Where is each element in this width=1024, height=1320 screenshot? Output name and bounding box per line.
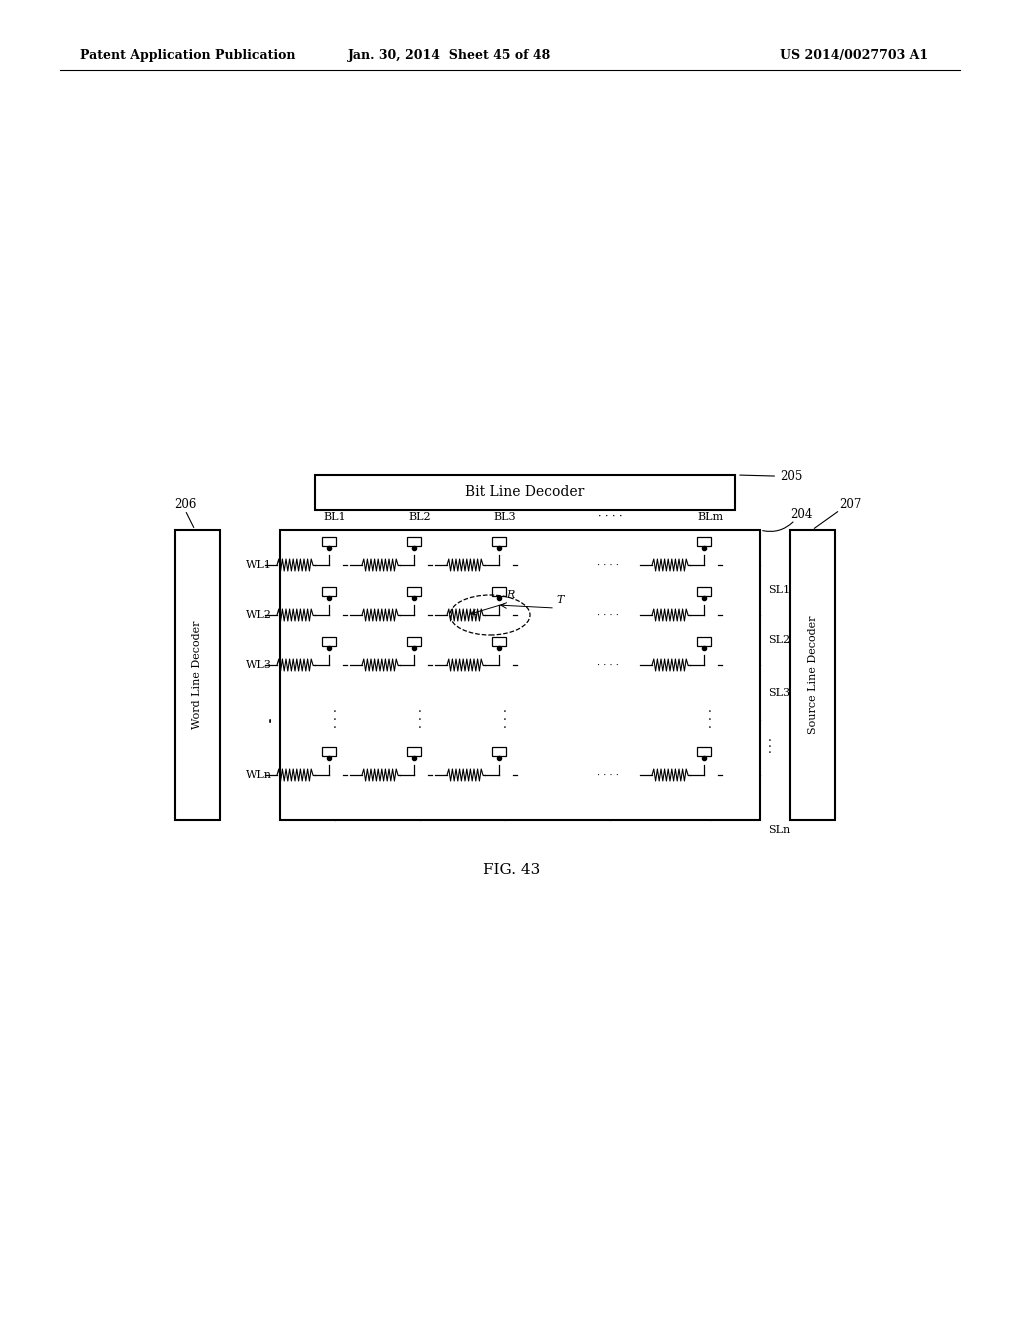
- Bar: [315, 475, 735, 510]
- Text: ·: ·: [267, 715, 272, 730]
- Bar: [697, 537, 711, 546]
- Text: 204: 204: [790, 508, 812, 521]
- Text: FIG. 43: FIG. 43: [483, 863, 541, 876]
- Text: SL1: SL1: [768, 585, 791, 595]
- Text: ·: ·: [333, 722, 337, 734]
- Text: WL1: WL1: [246, 560, 272, 570]
- Bar: [697, 587, 711, 597]
- Text: WL2: WL2: [246, 610, 272, 620]
- Text: · · · ·: · · · ·: [597, 610, 618, 619]
- Text: ·: ·: [418, 714, 422, 726]
- Text: BL1: BL1: [324, 512, 346, 521]
- Bar: [322, 587, 336, 597]
- Text: ·: ·: [708, 705, 712, 718]
- Bar: [492, 537, 506, 546]
- Text: ·: ·: [768, 735, 772, 748]
- Text: ·: ·: [768, 747, 772, 760]
- Bar: [407, 537, 421, 546]
- Bar: [407, 587, 421, 597]
- Text: 207: 207: [839, 499, 861, 511]
- Bar: [322, 638, 336, 645]
- Text: 206: 206: [174, 499, 197, 511]
- Text: Source Line Decoder: Source Line Decoder: [808, 615, 817, 734]
- Text: BLm: BLm: [697, 512, 723, 521]
- Text: SLn: SLn: [768, 825, 791, 836]
- Text: · · · ·: · · · ·: [597, 561, 618, 569]
- Bar: [492, 638, 506, 645]
- Text: ·: ·: [418, 705, 422, 718]
- Text: ·: ·: [708, 722, 712, 734]
- Text: T: T: [556, 595, 563, 605]
- Text: ·: ·: [768, 741, 772, 754]
- Bar: [322, 747, 336, 756]
- Text: Word Line Decoder: Word Line Decoder: [193, 620, 203, 729]
- Text: ·: ·: [503, 705, 507, 718]
- Bar: [697, 638, 711, 645]
- Text: SL3: SL3: [768, 688, 791, 697]
- Text: R: R: [506, 590, 514, 601]
- Text: ·: ·: [267, 715, 272, 729]
- Text: ·: ·: [333, 705, 337, 718]
- Text: · · · ·: · · · ·: [597, 660, 618, 669]
- Bar: [697, 747, 711, 756]
- Text: ·: ·: [267, 714, 272, 729]
- Bar: [407, 638, 421, 645]
- Text: ·: ·: [418, 722, 422, 734]
- Text: ·: ·: [503, 714, 507, 726]
- Bar: [492, 587, 506, 597]
- Text: WL3: WL3: [246, 660, 272, 671]
- Bar: [175, 531, 220, 820]
- Text: · · · ·: · · · ·: [597, 771, 618, 780]
- Text: ·: ·: [503, 722, 507, 734]
- Bar: [790, 531, 835, 820]
- Bar: [492, 747, 506, 756]
- Text: SL2: SL2: [768, 635, 791, 645]
- Bar: [322, 537, 336, 546]
- Text: Jan. 30, 2014  Sheet 45 of 48: Jan. 30, 2014 Sheet 45 of 48: [348, 49, 552, 62]
- Bar: [280, 531, 760, 820]
- Text: 205: 205: [739, 470, 803, 483]
- Text: ·: ·: [708, 714, 712, 726]
- Text: WLn: WLn: [246, 770, 272, 780]
- Text: Bit Line Decoder: Bit Line Decoder: [465, 486, 585, 499]
- Text: US 2014/0027703 A1: US 2014/0027703 A1: [780, 49, 928, 62]
- Text: · · · ·: · · · ·: [598, 512, 623, 521]
- Text: BL2: BL2: [409, 512, 431, 521]
- Text: ·: ·: [333, 714, 337, 726]
- Bar: [407, 747, 421, 756]
- Text: BL3: BL3: [494, 512, 516, 521]
- Text: Patent Application Publication: Patent Application Publication: [80, 49, 296, 62]
